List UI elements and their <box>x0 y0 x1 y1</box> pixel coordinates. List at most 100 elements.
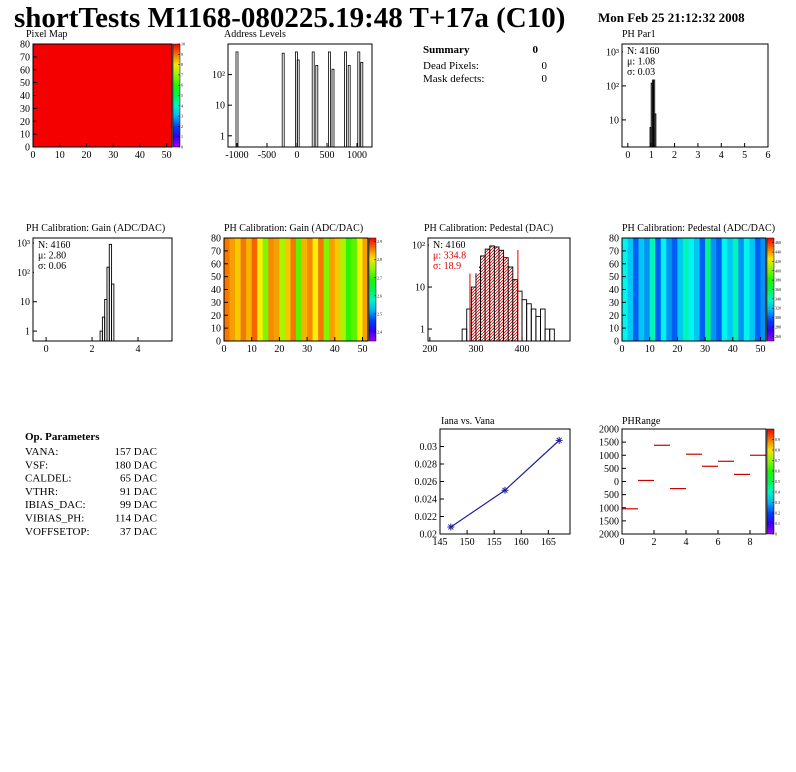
heatmap-cell <box>323 238 330 342</box>
op-name: VSF: <box>25 459 48 471</box>
y-tick-label: 70 <box>211 246 221 257</box>
y-tick-label: 0 <box>614 337 619 348</box>
z-tick-label: 260 <box>775 334 781 339</box>
histogram-bin <box>466 308 472 342</box>
histogram-bin <box>549 328 555 342</box>
point-marker <box>501 486 509 494</box>
histogram-bin <box>111 283 115 342</box>
histogram-bin <box>480 255 486 342</box>
z-tick-label: 0.4 <box>775 490 780 495</box>
histogram-bin <box>540 308 546 342</box>
z-tick-label: 0 <box>775 532 777 537</box>
x-tick-label: 300 <box>468 344 483 355</box>
histogram-bin <box>461 328 468 342</box>
z-tick-label: 420 <box>775 259 781 264</box>
heatmap-cell <box>33 44 173 148</box>
z-tick-label: 440 <box>775 250 781 255</box>
heatmap-cell <box>738 238 745 342</box>
stats-line: σ: 0.03 <box>627 67 655 78</box>
stats-line: μ: 334.8 <box>433 251 466 262</box>
heatmap-cell <box>710 238 717 342</box>
heatmap-cell <box>312 238 319 342</box>
spike <box>357 51 361 148</box>
panel-title: PH Par1 <box>622 29 656 40</box>
histogram-bin <box>489 245 495 342</box>
histogram-bin <box>470 286 477 342</box>
y-tick-label: 10 <box>20 130 30 141</box>
spike <box>281 52 285 148</box>
op-name: VIBIAS_PH: <box>25 513 84 525</box>
panel: Iana vs. Vana 145 150 155 160 165 0.02 0.022 0.0… <box>415 416 571 548</box>
x-tick-label: 0 <box>625 150 630 161</box>
z-tick-label: 280 <box>775 324 781 329</box>
panel: PH Calibration: Gain (ADC/DAC) 0 2 4 1 10 10² 1… <box>17 223 173 355</box>
x-tick-label: 200 <box>422 344 437 355</box>
x-tick-label: 50 <box>357 344 367 355</box>
y-tick-label: 10 <box>211 324 221 335</box>
heatmap-cell <box>760 238 767 342</box>
z-tick-label: 2.4 <box>377 329 382 334</box>
summary-title: Summary <box>423 44 470 56</box>
y-tick-label: 40 <box>609 285 619 296</box>
heatmap-cell <box>307 238 313 342</box>
heatmap-cell <box>660 238 667 342</box>
y-tick-label: 50 <box>609 272 619 283</box>
x-tick-label: 400 <box>515 344 530 355</box>
y-tick-label: 20 <box>609 311 619 322</box>
y-tick-label: 10 <box>20 297 30 308</box>
histogram-bin <box>507 266 514 342</box>
y-tick-label: 10³ <box>606 47 619 58</box>
op-title: Op. Parameters <box>25 431 100 443</box>
z-tick-label: 10 <box>181 42 185 47</box>
y-tick-label: 10² <box>412 241 425 252</box>
op-name: CALDEL: <box>25 473 71 485</box>
heatmap-cell <box>754 238 761 342</box>
x-tick-label: 0 <box>44 344 49 355</box>
heatmap-cell <box>273 238 280 342</box>
spike <box>311 51 315 148</box>
y-tick-label: 10 <box>609 324 619 335</box>
heatmap-cell <box>251 238 258 342</box>
heatmap-cell <box>749 238 756 342</box>
heatmap-cell <box>296 238 302 342</box>
heatmap-cell <box>246 238 252 342</box>
x-tick-label: 2 <box>90 344 95 355</box>
op-name: VOFFSETOP: <box>25 526 90 538</box>
y-tick-label: 0.03 <box>420 442 438 453</box>
z-tick-label: 1 <box>181 134 183 139</box>
y-tick-label: 2000 <box>599 530 619 541</box>
heatmap-cell <box>649 238 656 342</box>
heatmap-cell <box>633 238 639 342</box>
stats-line: μ: 2.80 <box>38 251 66 262</box>
panel: PH Calibration: Pedestal (ADC/DAC)0 10 20 3… <box>609 223 781 355</box>
z-tick-label: 2.6 <box>377 293 382 298</box>
x-tick-label: 30 <box>302 344 312 355</box>
heatmap-cell <box>688 238 695 342</box>
panel-title: PH Calibration: Gain (ADC/DAC) <box>26 223 165 234</box>
x-tick-label: 155 <box>487 537 502 548</box>
spike <box>327 51 331 148</box>
heatmap-cell <box>677 238 684 342</box>
spike <box>296 59 300 148</box>
y-tick-label: 1500 <box>599 516 619 527</box>
y-tick-label: 50 <box>20 78 30 89</box>
y-tick-label: 1 <box>25 327 30 338</box>
x-tick-label: 150 <box>460 537 475 548</box>
x-tick-label: 0 <box>295 150 300 161</box>
histogram-bin <box>484 248 491 342</box>
x-tick-label: 2 <box>652 537 657 548</box>
heatmap-cell <box>334 238 341 342</box>
y-tick-label: 20 <box>20 117 30 128</box>
page-title: shortTests M1168-080225.19:48 T+17a (C10… <box>14 2 565 34</box>
panel: PH Calibration: Gain (ADC/DAC)0 10 20 30 40 5… <box>211 223 382 355</box>
z-tick-label: 2.5 <box>377 311 382 316</box>
plot-frame <box>439 428 571 535</box>
heatmap-cell <box>362 238 369 342</box>
heatmap-cell <box>240 238 247 342</box>
z-tick-label: 300 <box>775 315 781 320</box>
x-tick-label: 4 <box>684 537 689 548</box>
heatmap-cell <box>699 238 706 342</box>
stats-line: μ: 1.08 <box>627 57 655 68</box>
x-tick-label: 40 <box>330 344 340 355</box>
